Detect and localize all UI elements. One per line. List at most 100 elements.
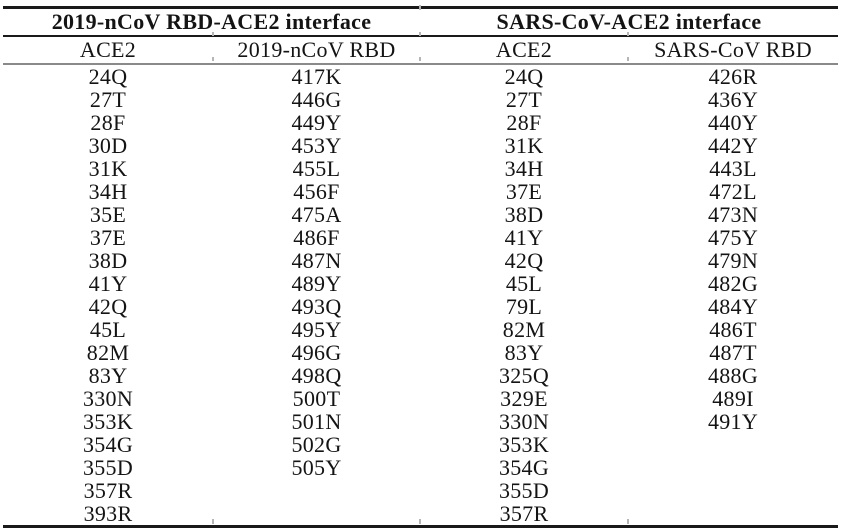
table-body: 24Q 417K 24Q 426R 27T 446G 27T 436Y 28F 449Y 28F 44… — [3, 64, 838, 527]
residue-cell-sars-ace2: 353K — [498, 432, 550, 457]
group-header-ncov-interface: 2019-nCoV RBD-ACE2 interface — [3, 7, 420, 37]
table-row: 34H 456F 37E 472L — [3, 180, 838, 203]
residue-cell-ncov-rbd: 500T — [292, 386, 341, 411]
table-row: 28F 449Y 28F 440Y — [3, 111, 838, 134]
residue-cell-sars-ace2: 37E — [505, 179, 543, 204]
residue-cell-ncov-rbd: 501N — [291, 409, 342, 434]
residue-cell-ncov-rbd: 475A — [291, 202, 342, 227]
table-row: 393R 357R — [3, 502, 838, 527]
residue-cell-ncov-rbd: 455L — [292, 156, 341, 181]
residue-cell-ncov-ace2: 41Y — [88, 271, 128, 296]
residue-cell-sars-rbd: 473N — [707, 202, 759, 227]
residue-cell-sars-ace2: 354G — [498, 455, 550, 480]
column-boundary-tick — [212, 32, 214, 36]
residue-cell-ncov-rbd — [213, 502, 420, 527]
column-boundary-tick — [419, 57, 421, 61]
residue-cell-sars-ace2: 24Q — [504, 64, 544, 89]
table-row: 330N 500T 329E 489I — [3, 387, 838, 410]
residue-cell-ncov-ace2: 45L — [89, 317, 127, 342]
residue-cell-sars-rbd: 487T — [709, 340, 757, 365]
column-header-ncov-rbd: 2019-nCoV RBD — [213, 36, 420, 65]
residue-cell-sars-ace2: 325Q — [498, 363, 550, 388]
residue-cell-ncov-ace2: 42Q — [88, 294, 128, 319]
residue-cell-ncov-ace2: 35E — [89, 202, 127, 227]
residue-cell-ncov-ace2: 393R — [83, 501, 133, 526]
residue-cell-sars-ace2: 34H — [504, 156, 544, 181]
column-header-ace2-sars: ACE2 — [420, 36, 628, 65]
residue-cell-ncov-ace2: 353K — [82, 409, 134, 434]
table-header: 2019-nCoV RBD-ACE2 interface SARS-CoV-AC… — [3, 7, 839, 65]
table-row: 82M 496G 83Y 487T — [3, 341, 838, 364]
residue-cell-sars-rbd: 426R — [708, 64, 758, 89]
residue-cell-sars-ace2: 355D — [498, 478, 550, 503]
table-row: 35E 475A 38D 473N — [3, 203, 838, 226]
table-row: 30D 453Y 31K 442Y — [3, 134, 838, 157]
residue-cell-sars-rbd: 482G — [707, 271, 759, 296]
residue-cell-ncov-ace2: 28F — [90, 110, 126, 135]
column-boundary-tick — [419, 519, 421, 524]
residue-cell-ncov-rbd: 417K — [291, 64, 342, 89]
residue-cell-ncov-rbd: 449Y — [291, 110, 342, 135]
residue-cell-sars-rbd — [628, 502, 838, 527]
table-row: 41Y 489Y 45L 482G — [3, 272, 838, 295]
residue-cell-sars-ace2: 83Y — [504, 340, 544, 365]
column-header-ace2-ncov: ACE2 — [3, 36, 213, 65]
residue-cell-sars-rbd: 489I — [712, 386, 754, 411]
residue-cell-sars-ace2: 45L — [505, 271, 543, 296]
residue-cell-sars-ace2: 330N — [498, 409, 550, 434]
column-header-sars-rbd: SARS-CoV RBD — [628, 36, 839, 65]
table-row: 357R 355D — [3, 479, 838, 502]
residue-cell-sars-rbd: 443L — [709, 156, 757, 181]
residue-cell-ncov-rbd: 493Q — [291, 294, 342, 319]
column-boundary-tick — [419, 32, 421, 36]
column-boundary-tick — [212, 57, 214, 61]
residue-cell-sars-ace2: 82M — [502, 317, 546, 342]
residue-cell-ncov-ace2: 38D — [88, 248, 128, 273]
residue-cell-ncov-ace2: 37E — [89, 225, 127, 250]
residue-cell-sars-rbd: 491Y — [707, 409, 759, 434]
residue-cell-ncov-rbd: 502G — [291, 432, 342, 457]
residue-cell-sars-rbd: 488G — [707, 363, 759, 388]
group-header-sars-interface: SARS-CoV-ACE2 interface — [420, 7, 839, 37]
residue-cell-ncov-ace2: 330N — [82, 386, 134, 411]
table-row: 45L 495Y 82M 486T — [3, 318, 838, 341]
residue-cell-ncov-rbd: 453Y — [291, 133, 342, 158]
residue-cell-ncov-ace2: 354G — [82, 432, 134, 457]
residue-cell-sars-ace2: 79L — [505, 294, 543, 319]
column-boundary-tick — [419, 5, 421, 10]
residue-cell-ncov-rbd: 498Q — [291, 363, 342, 388]
interface-residues-table: 2019-nCoV RBD-ACE2 interface SARS-CoV-AC… — [3, 6, 839, 528]
residue-cell-sars-rbd — [628, 433, 838, 456]
table-row: 31K 455L 34H 443L — [3, 157, 838, 180]
residue-cell-ncov-ace2: 82M — [86, 340, 130, 365]
residue-cell-ncov-rbd — [213, 479, 420, 502]
residue-cell-sars-rbd: 484Y — [707, 294, 759, 319]
residue-cell-sars-rbd: 472L — [709, 179, 757, 204]
residue-cell-sars-rbd — [628, 456, 838, 479]
residue-cell-ncov-rbd: 456F — [293, 179, 340, 204]
column-boundary-tick — [627, 519, 629, 524]
column-boundary-tick — [212, 519, 214, 524]
residue-cell-sars-ace2: 27T — [505, 87, 543, 112]
table-row: 42Q 493Q 79L 484Y — [3, 295, 838, 318]
residue-cell-sars-ace2: 42Q — [504, 248, 544, 273]
residue-cell-ncov-rbd: 505Y — [291, 455, 342, 480]
residue-cell-ncov-ace2: 34H — [88, 179, 128, 204]
table-row: 354G 502G 353K — [3, 433, 838, 456]
residue-cell-ncov-rbd: 486F — [293, 225, 340, 250]
group-header-row: 2019-nCoV RBD-ACE2 interface SARS-CoV-AC… — [3, 7, 839, 37]
residue-cell-sars-ace2: 38D — [504, 202, 544, 227]
residue-cell-sars-ace2: 357R — [499, 501, 549, 526]
residue-cell-sars-rbd: 486T — [709, 317, 757, 342]
residue-cell-sars-ace2: 41Y — [504, 225, 544, 250]
residue-cell-ncov-ace2: 30D — [88, 133, 128, 158]
residue-cell-ncov-ace2: 27T — [89, 87, 127, 112]
residue-cell-sars-rbd: 479N — [707, 248, 759, 273]
table-row: 353K 501N 330N 491Y — [3, 410, 838, 433]
residue-cell-ncov-rbd: 487N — [291, 248, 342, 273]
residue-cell-ncov-ace2: 24Q — [88, 64, 128, 89]
residue-cell-ncov-rbd: 496G — [291, 340, 342, 365]
residue-cell-ncov-rbd: 446G — [291, 87, 342, 112]
table-row: 27T 446G 27T 436Y — [3, 88, 838, 111]
